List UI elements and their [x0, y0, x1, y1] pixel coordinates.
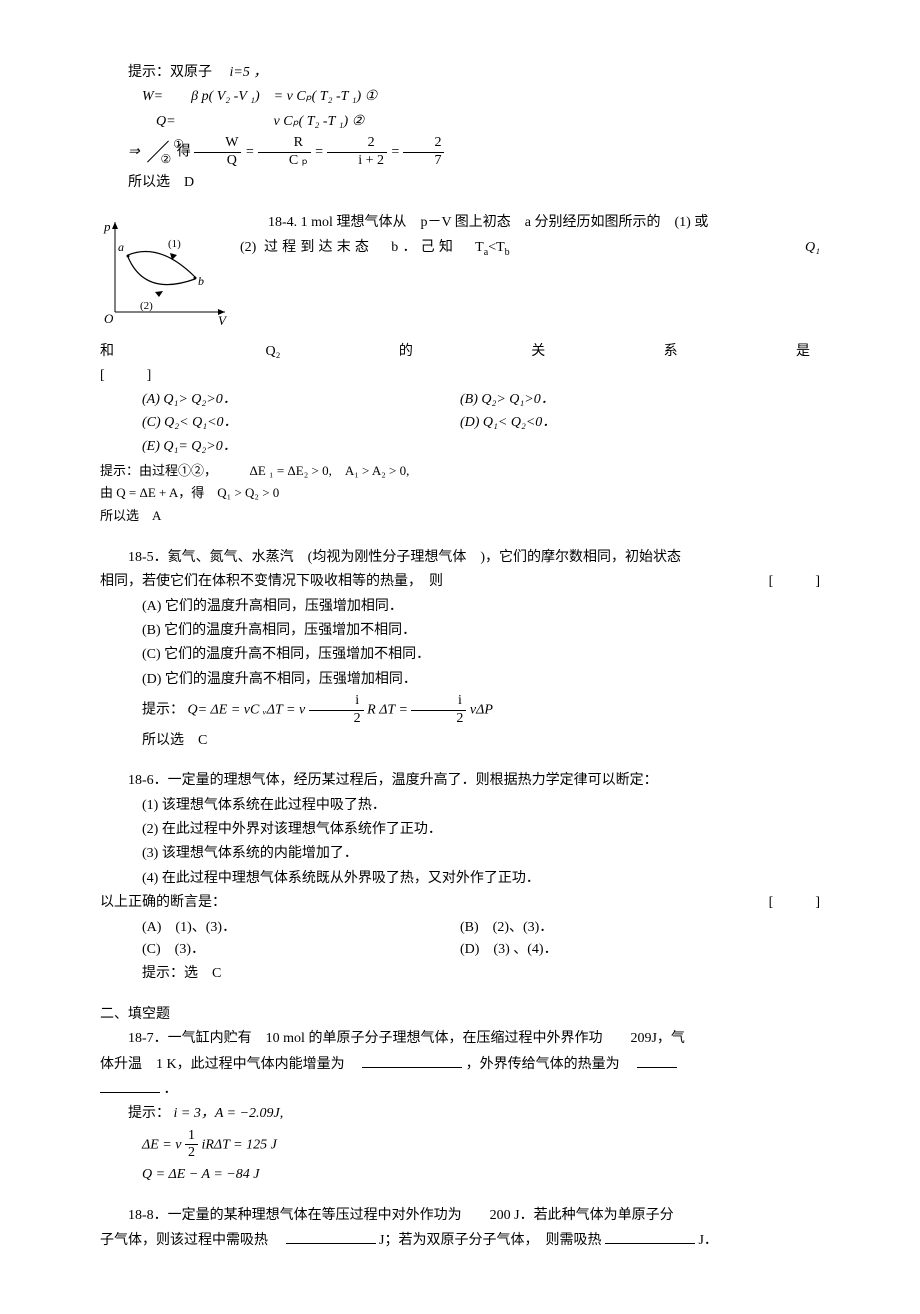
- frac-i2-2: i2: [411, 693, 466, 728]
- frac-i2-1: i2: [309, 693, 364, 728]
- q18-6-row2: (C) (3)． (D) (3) 、(4)．: [100, 939, 820, 961]
- blank-3: [286, 1229, 376, 1244]
- axis-p-label: p: [103, 219, 111, 234]
- q18-6-s2: (2) 在此过程中外界对该理想气体系统作了正功．: [100, 819, 820, 841]
- q18-6-bracket: [ ]: [769, 892, 820, 914]
- q18-3-hint-line1: 提示：双原子 i=5 ，: [100, 62, 820, 84]
- q18-4-bracket: [ ]: [100, 365, 820, 387]
- q18-4-row1: (A) Q₁> Q₂>0． (B) Q₂> Q₁>0．: [100, 389, 820, 411]
- hint-eq-b: R ΔT =: [367, 703, 411, 718]
- curve-2-label: (2): [140, 300, 153, 312]
- q18-6-conclusion: 以上正确的断言是：: [100, 895, 226, 910]
- q18-3-Q-line: Q= ν Cₚ( T₂ -T ₁) ②: [100, 111, 820, 133]
- frac-12: 12: [185, 1128, 198, 1163]
- point-a: a: [118, 240, 124, 254]
- q18-5-stem2: 相同，若使它们在体积不变情况下吸收相等的热量， 则: [100, 574, 443, 589]
- optA: (A) Q₁> Q₂>0．: [100, 389, 460, 411]
- q18-6-s4: (4) 在此过程中理想气体系统既从外界吸了热，又对外作了正功．: [100, 868, 820, 890]
- q18-4-block: p V O a b (1) (2) 18-4. 1 mol 理想气体从 p－V …: [100, 212, 820, 529]
- curve-1-label: (1): [168, 238, 181, 250]
- point-b: b: [198, 274, 204, 288]
- circ2: ②: [132, 150, 171, 169]
- q18-4-hint2: 由 Q = ΔE + A，得 Q₁ > Q₂ > 0: [100, 483, 820, 504]
- blank-2a: [637, 1053, 677, 1068]
- q18-5-optB: (B) 它们的温度升高相同，压强增加不相同．: [100, 620, 820, 642]
- optD: (D) Q₁< Q₂<0．: [460, 412, 820, 434]
- q18-7-eqE: ΔE = ν 12 iRΔT = 125 J: [142, 1128, 820, 1163]
- optB: (B) Q₂> Q₁>0．: [460, 389, 820, 411]
- blank-2b: [100, 1078, 160, 1093]
- axis-v-label: V: [218, 313, 228, 327]
- eq3: =: [391, 145, 404, 160]
- q18-6-block: 18-6．一定量的理想气体，经历某过程后，温度升高了．则根据热力学定律可以断定：…: [100, 770, 820, 986]
- i-equals: i=5 ，: [230, 65, 268, 80]
- optE: (E) Q₁= Q₂>0．: [100, 436, 820, 458]
- q18-5-optA: (A) 它们的温度升高相同，压强增加相同．: [100, 596, 820, 618]
- frac-RCp: RC ₚ: [258, 135, 311, 170]
- optC: (C) Q₂< Q₁<0．: [100, 412, 460, 434]
- q18-7-hint: 提示： i = 3，A = −2.09J,: [100, 1103, 820, 1125]
- q18-6-stem: 18-6．一定量的理想气体，经历某过程后，温度升高了．则根据热力学定律可以断定：: [100, 770, 820, 792]
- hint-label: 提示：: [142, 703, 184, 718]
- frac-2i2: 2i + 2: [327, 135, 387, 170]
- hint-prefix: 提示：双原子: [128, 65, 212, 80]
- q18-5-optD: (D) 它们的温度升高不相同，压强增加相同．: [100, 669, 820, 691]
- q18-7-stem2: 体升温 1 K，此过程中气体内能增量为 ，外界传给气体的热量为: [100, 1053, 820, 1076]
- q18-7-stem3: ．: [100, 1078, 820, 1101]
- q18-5-optC: (C) 它们的温度升高不相同，压强增加不相同．: [100, 644, 820, 666]
- blank-4: [605, 1229, 695, 1244]
- circled-fraction-icon: ① ②: [143, 137, 173, 167]
- fill-section-header: 二、填空题: [100, 1004, 820, 1026]
- blank-1: [362, 1053, 462, 1068]
- frac-27: 27: [403, 135, 444, 170]
- q18-8-block: 18-8．一定量的某种理想气体在等压过程中对外作功为 200 J．若此种气体为单…: [100, 1205, 820, 1253]
- pv-diagram-svg: p V O a b (1) (2): [100, 217, 230, 327]
- q18-4-hint1: 提示：由过程①②， ΔE ₁ = ΔE₂ > 0, A₁ > A₂ > 0,: [100, 461, 820, 482]
- pv-diagram: p V O a b (1) (2): [100, 217, 230, 335]
- q18-6-optA: (A) (1)、(3)．: [100, 917, 460, 939]
- q18-7-block: 18-7．一气缸内贮有 10 mol 的单原子分子理想气体，在压缩过程中外界作功…: [100, 1028, 820, 1187]
- q18-6-optC: (C) (3)．: [100, 939, 460, 961]
- hint-eq-c: νΔP: [470, 703, 493, 718]
- q18-5-stem2-row: 相同，若使它们在体积不变情况下吸收相等的热量， 则 [ ]: [100, 571, 820, 593]
- q18-8-stem1: 18-8．一定量的某种理想气体在等压过程中对外作功为 200 J．若此种气体为单…: [100, 1205, 820, 1227]
- q18-7-stem1: 18-7．一气缸内贮有 10 mol 的单原子分子理想气体，在压缩过程中外界作功…: [100, 1028, 820, 1050]
- q18-5-hint: 提示： Q= ΔE = νC ᵥΔT = ν i2 R ΔT = i2 νΔP: [100, 693, 820, 728]
- q18-4-answer: 所以选 A: [100, 506, 820, 527]
- q18-6-s1: (1) 该理想气体系统在此过程中吸了热．: [100, 795, 820, 817]
- q18-5-stem1: 18-5．氦气、氮气、水蒸汽 (均视为刚性分子理想气体 )，它们的摩尔数相同，初…: [100, 547, 820, 569]
- hint-eq-a: Q= ΔE = νC ᵥΔT = ν: [188, 703, 309, 718]
- q18-3-answer: 所以选 D: [100, 172, 820, 194]
- q18-6-answer: 提示：选 C: [100, 963, 820, 985]
- q18-6-row1: (A) (1)、(3)． (B) (2)、(3)．: [100, 917, 820, 939]
- q18-6-optB: (B) (2)、(3)．: [460, 917, 820, 939]
- eq1: =: [245, 145, 258, 160]
- eq2: =: [314, 145, 327, 160]
- q18-3-W-line: W= β p( V₂ -V ₁) = ν Cₚ( T₂ -T ₁) ①: [100, 86, 820, 108]
- q18-8-stem2: 子气体，则该过程中需吸热 J；若为双原子分子气体， 则需吸热 J．: [100, 1229, 820, 1252]
- q18-6-conclusion-row: 以上正确的断言是： [ ]: [100, 892, 820, 914]
- origin-label: O: [104, 311, 114, 326]
- q18-3-frac-line: ⇒ ① ② 得 WQ = RC ₚ = 2i + 2 = 27: [100, 135, 820, 170]
- q18-4-row2: (C) Q₂< Q₁<0． (D) Q₁< Q₂<0．: [100, 412, 820, 434]
- q18-7-eqQ: Q = ΔE − A = −84 J: [142, 1164, 820, 1186]
- frac-WQ: WQ: [194, 135, 241, 170]
- q18-5-block: 18-5．氦气、氮气、水蒸汽 (均视为刚性分子理想气体 )，它们的摩尔数相同，初…: [100, 547, 820, 752]
- q18-5-bracket: [ ]: [769, 571, 820, 593]
- q18-5-answer: 所以选 C: [100, 730, 820, 752]
- q18-6-s3: (3) 该理想气体系统的内能增加了．: [100, 843, 820, 865]
- q18-6-optD: (D) (3) 、(4)．: [460, 939, 820, 961]
